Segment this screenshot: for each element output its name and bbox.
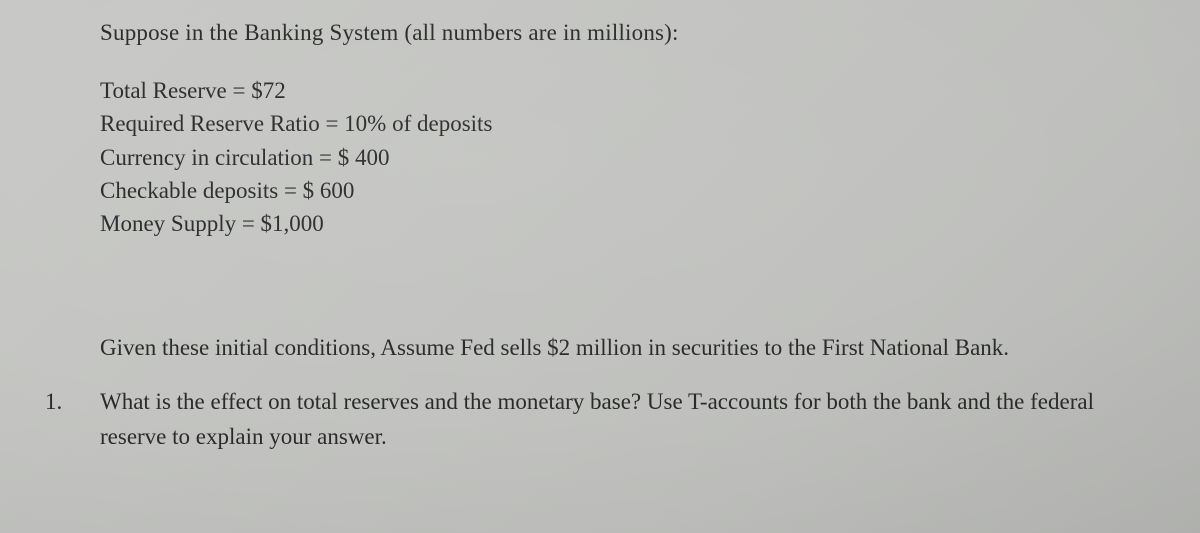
given-checkable-deposits: Checkable deposits = $ 600 [100, 174, 1140, 207]
problem-intro: Suppose in the Banking System (all numbe… [100, 20, 1140, 46]
given-data-block: Total Reserve = $72 Required Reserve Rat… [100, 74, 1140, 241]
given-money-supply: Money Supply = $1,000 [100, 207, 1140, 240]
given-total-reserve: Total Reserve = $72 [100, 74, 1140, 107]
question-number: 1. [45, 385, 100, 454]
scenario-paragraph: Given these initial conditions, Assume F… [100, 331, 1140, 366]
question-1: 1. What is the effect on total reserves … [45, 385, 1140, 454]
given-required-reserve-ratio: Required Reserve Ratio = 10% of deposits [100, 107, 1140, 140]
question-text: What is the effect on total reserves and… [100, 385, 1140, 454]
document-page: Suppose in the Banking System (all numbe… [0, 0, 1200, 533]
given-currency-circulation: Currency in circulation = $ 400 [100, 141, 1140, 174]
